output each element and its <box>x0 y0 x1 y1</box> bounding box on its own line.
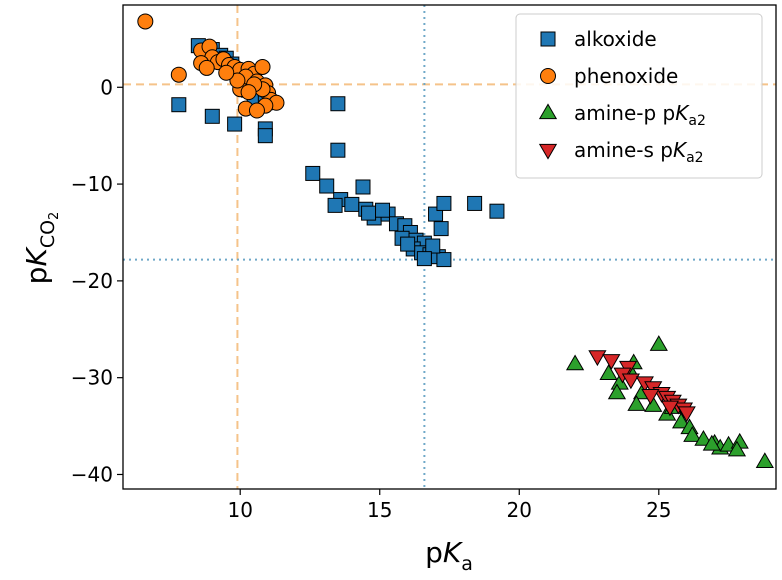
axis-ticks: 10 15 20 25 0 −10 −20 −30 −40 <box>71 75 672 522</box>
y-tick-label: −40 <box>71 462 113 486</box>
data-point <box>660 400 680 417</box>
data-point <box>602 354 621 370</box>
data-point <box>330 96 346 112</box>
data-point <box>257 128 273 144</box>
legend-marker-1 <box>540 68 556 84</box>
data-point <box>436 252 452 268</box>
y-tick-label: 0 <box>100 75 113 99</box>
data-point <box>198 59 215 76</box>
x-tick-label: 20 <box>507 498 532 522</box>
y-tick-label: −10 <box>71 172 113 196</box>
legend-marker-2 <box>538 103 558 120</box>
data-point <box>588 350 607 367</box>
data-point <box>204 108 220 124</box>
data-point <box>672 412 691 429</box>
data-point <box>218 64 235 81</box>
y-tick-label: −30 <box>71 366 113 390</box>
data-point <box>644 396 663 412</box>
legend-marker-0 <box>540 31 556 47</box>
data-point <box>702 434 721 451</box>
data-point <box>677 406 696 423</box>
series-3 <box>588 350 696 423</box>
data-point <box>229 72 246 89</box>
data-point <box>355 179 371 195</box>
data-point <box>425 238 441 254</box>
data-point <box>416 251 432 267</box>
series-1 <box>137 13 285 119</box>
data-point <box>248 102 265 119</box>
data-point <box>227 116 243 132</box>
y-axis-label: pKCO2 <box>20 212 62 285</box>
data-point <box>755 452 774 469</box>
x-tick-label: 25 <box>646 498 671 522</box>
data-point <box>467 195 483 211</box>
legend-label-0: alkoxide <box>574 27 657 51</box>
data-point <box>694 429 713 446</box>
data-point <box>254 58 271 75</box>
data-point <box>621 373 640 390</box>
legend-box <box>515 13 763 179</box>
data-point <box>607 383 627 400</box>
legend-marker-3 <box>538 143 558 160</box>
data-point <box>433 221 449 237</box>
data-point <box>727 440 747 457</box>
data-point <box>170 66 187 83</box>
data-point <box>649 335 668 351</box>
data-point <box>305 165 321 181</box>
data-point <box>599 364 618 380</box>
data-point <box>400 236 416 252</box>
data-point <box>240 84 257 101</box>
data-points <box>137 13 774 469</box>
data-point <box>436 195 452 211</box>
x-tick-label: 15 <box>367 498 392 522</box>
data-point <box>627 395 646 411</box>
x-tick-label: 10 <box>227 498 252 522</box>
y-tick-label: −20 <box>71 269 113 293</box>
plot-frame <box>122 4 777 490</box>
legend-label-1: phenoxide <box>574 64 678 88</box>
data-point <box>683 426 702 442</box>
data-point <box>327 197 343 213</box>
data-point <box>361 205 377 221</box>
data-point <box>171 97 187 113</box>
data-point <box>137 13 154 30</box>
data-point <box>489 203 505 219</box>
legend-label-3: amine-s pKa2 <box>574 138 704 166</box>
data-point <box>565 354 585 371</box>
legend-label-2: amine-p pKa2 <box>574 101 706 129</box>
data-point <box>375 202 391 218</box>
data-point <box>344 196 360 212</box>
x-axis-label: pKa <box>425 536 473 575</box>
data-point <box>319 178 335 194</box>
data-point <box>641 388 660 405</box>
data-point <box>330 142 346 158</box>
legend: alkoxide phenoxide amine-p pKa2 amine-s pKa… <box>515 13 763 179</box>
